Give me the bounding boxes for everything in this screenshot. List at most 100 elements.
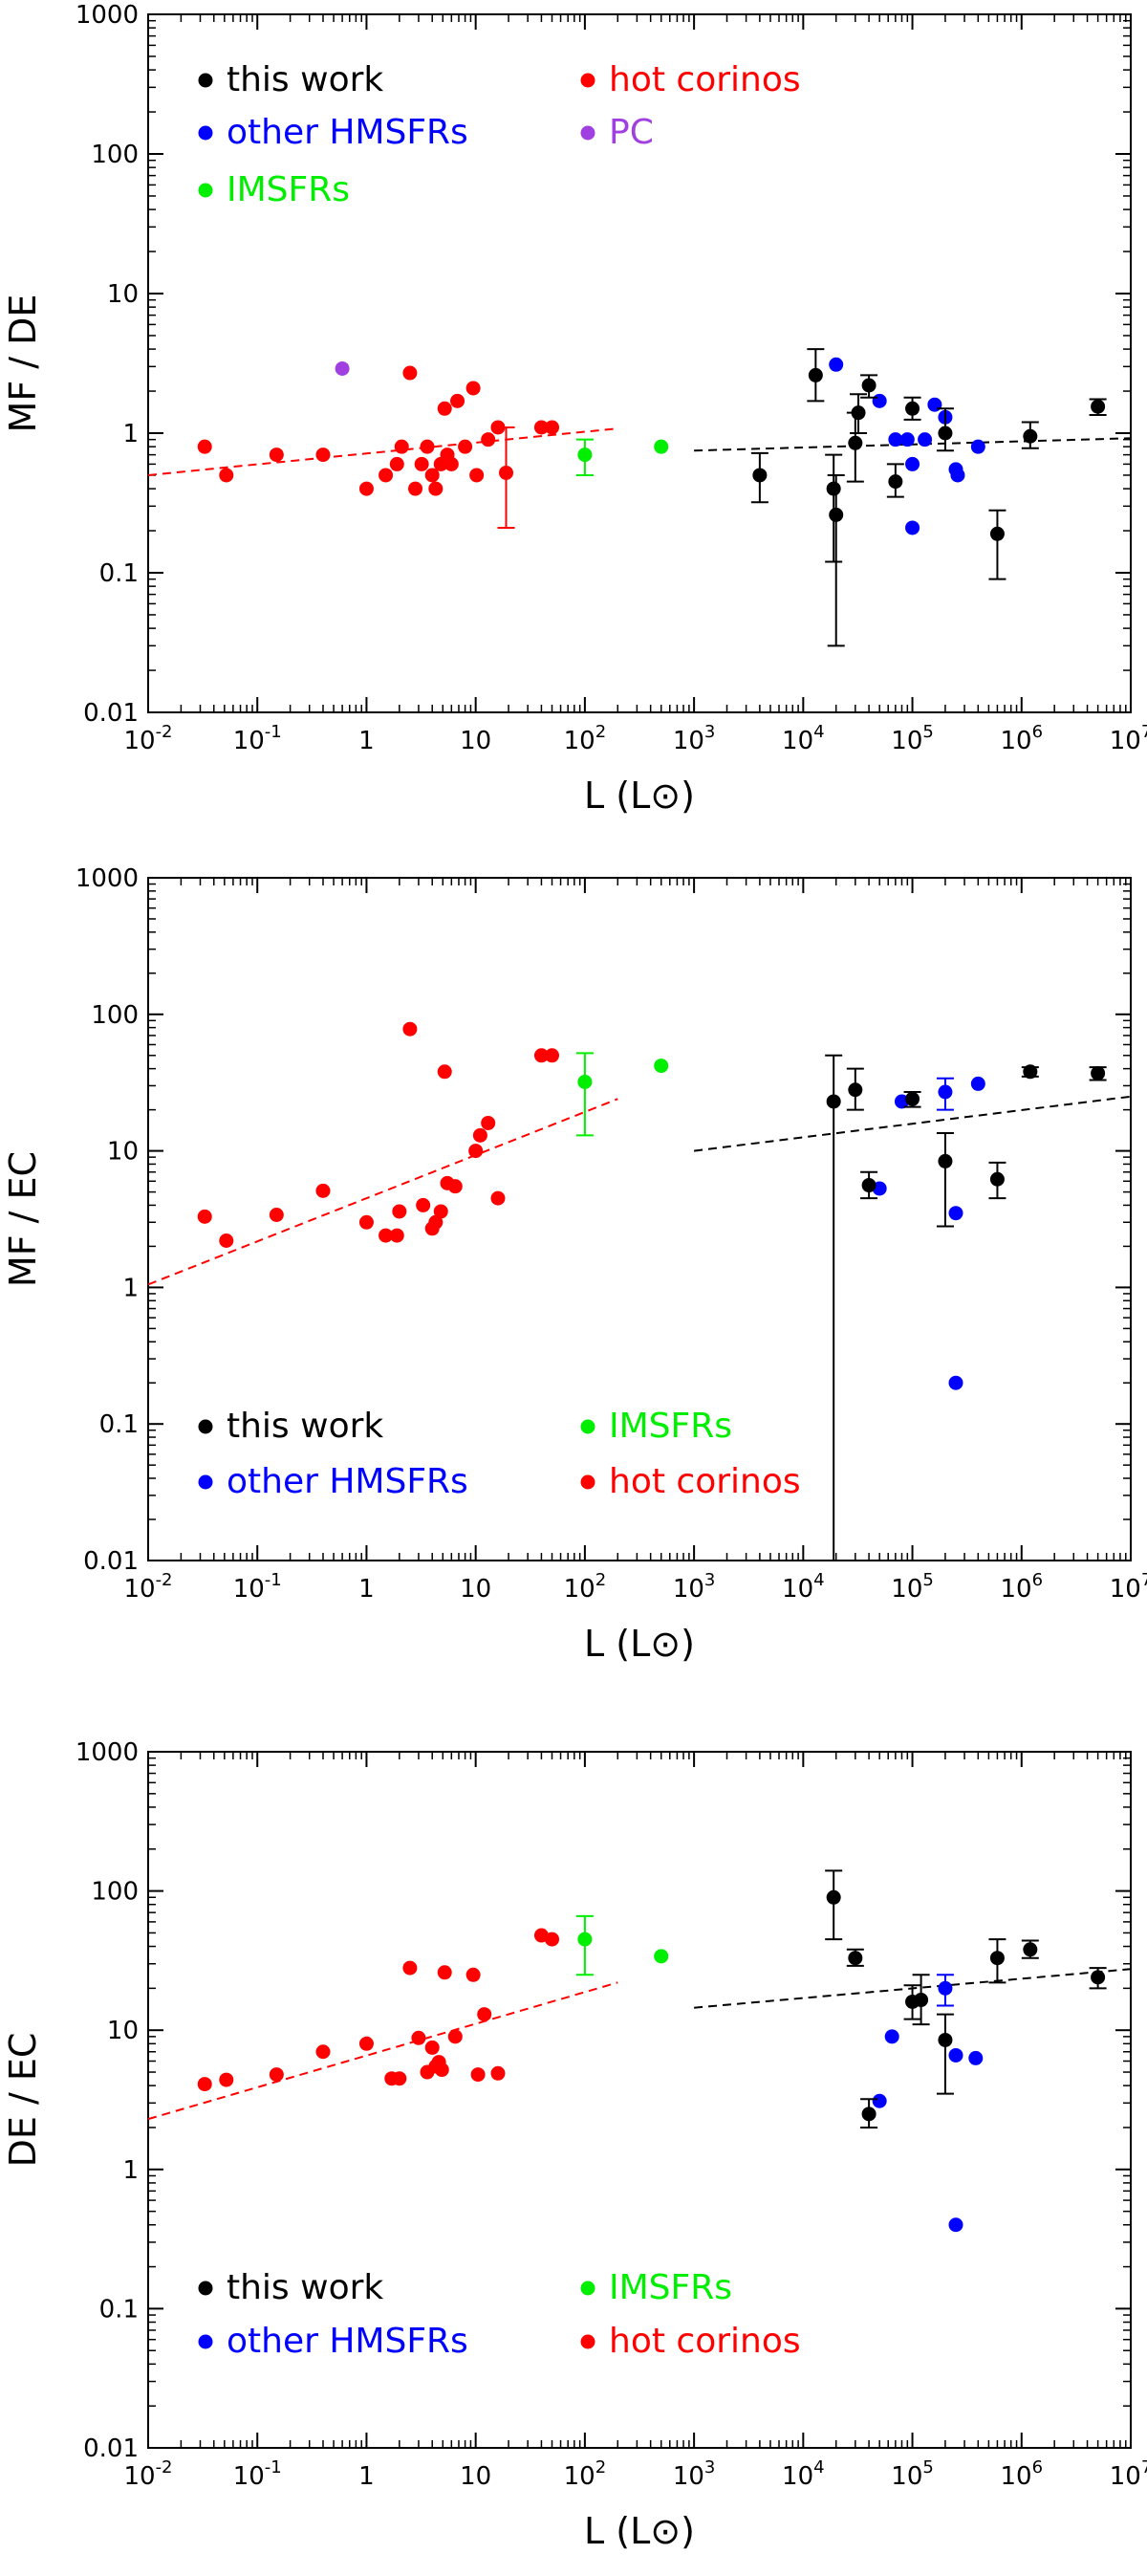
data-point-this-work: [1091, 399, 1106, 414]
y-tick-label: 1000: [76, 1738, 139, 1767]
fit-line: [147, 427, 618, 476]
data-point-this-work: [914, 1993, 929, 2008]
data-point-this-work: [989, 1951, 1005, 1966]
data-point-hot-corinos: [533, 1048, 549, 1063]
x-tick-exponent: 3: [704, 2457, 715, 2478]
x-tick-label: 102: [564, 1570, 607, 1604]
data-point-this-work: [829, 507, 844, 522]
data-point-hot-corinos: [458, 439, 473, 454]
y-tick-label: 1: [122, 420, 139, 448]
x-tick-mantissa: 10: [1001, 2462, 1032, 2491]
x-tick-label: 106: [1001, 1570, 1044, 1604]
x-tick-exponent: -2: [156, 2457, 173, 2478]
legend-marker: [580, 1419, 595, 1434]
x-tick-mantissa: 10: [1110, 727, 1141, 755]
x-tick-exponent: 2: [595, 2457, 606, 2478]
x-tick-exponent: -1: [265, 1570, 282, 1590]
data-point-hot-corinos: [437, 1965, 452, 1980]
legend-label: hot corinos: [609, 60, 801, 99]
data-point-hot-corinos: [447, 1179, 463, 1194]
legend-label: other HMSFRs: [227, 2322, 468, 2361]
data-point-hot-corinos: [499, 465, 514, 480]
x-tick-label: 104: [782, 722, 825, 755]
x-tick-label: 103: [673, 2457, 716, 2491]
x-tick-mantissa: 10: [1110, 1575, 1141, 1604]
legend-marker: [580, 1474, 595, 1490]
legend-label: hot corinos: [609, 2322, 801, 2361]
data-point-hot-corinos: [437, 1064, 452, 1080]
x-tick-label: 104: [782, 2457, 825, 2491]
x-tick-exponent: -1: [265, 2457, 282, 2478]
data-point-hot-corinos: [389, 1228, 404, 1243]
data-point-hot-corinos: [269, 2067, 284, 2083]
data-point-hot-corinos: [450, 393, 465, 408]
legend-marker: [580, 2281, 595, 2296]
x-tick-label: 103: [673, 1570, 716, 1604]
data-point-hot-corinos: [416, 1197, 431, 1212]
x-tick-mantissa: 10: [460, 727, 491, 755]
data-point-other-hmsfrs: [899, 432, 915, 448]
x-tick-exponent: 4: [813, 722, 824, 742]
data-point-this-work: [1023, 1942, 1038, 1957]
x-tick-exponent: 4: [813, 1570, 824, 1590]
data-point-hot-corinos: [197, 1209, 212, 1224]
data-point-hot-corinos: [269, 1208, 284, 1223]
x-tick-label: 10-1: [233, 2457, 282, 2491]
data-point-imsfrs: [577, 448, 593, 463]
fit-line: [147, 1098, 618, 1286]
data-point-hot-corinos: [545, 420, 560, 435]
chart-panel-2: 10-2 10-1 1 10 102 103 104 105 106 1070.010.11101…: [2, 864, 1147, 1665]
data-point-hot-corinos: [465, 1967, 481, 1982]
data-point-other-hmsfrs: [918, 432, 933, 448]
x-tick-mantissa: 10: [233, 727, 265, 755]
y-tick-label: 1: [122, 2156, 139, 2185]
data-point-this-work: [938, 426, 953, 441]
x-tick-exponent: -1: [265, 722, 282, 742]
legend-label: this work: [227, 1407, 383, 1446]
x-tick-exponent: 3: [704, 1570, 715, 1590]
y-tick-label: 1000: [76, 1, 139, 30]
data-point-other-hmsfrs: [927, 397, 942, 412]
legend-label: IMSFRs: [227, 170, 350, 209]
x-tick-exponent: 2: [595, 1570, 606, 1590]
y-tick-label: 0.1: [99, 1410, 139, 1439]
y-axis-title: MF / DE: [2, 295, 44, 433]
y-axis-title: MF / EC: [2, 1151, 44, 1287]
y-tick-label: 0.01: [83, 699, 139, 728]
data-point-this-work: [905, 401, 920, 416]
x-tick-label: 105: [891, 2457, 934, 2491]
x-tick-exponent: 4: [813, 2457, 824, 2478]
x-tick-mantissa: 10: [460, 1575, 491, 1604]
x-tick-label: 10-2: [123, 1570, 172, 1604]
legend-label: PC: [609, 113, 654, 152]
data-point-hot-corinos: [424, 2040, 440, 2055]
x-tick-mantissa: 10: [782, 1575, 813, 1604]
data-point-hot-corinos: [428, 481, 444, 496]
data-point-hot-corinos: [402, 1960, 418, 1976]
data-point-other-hmsfrs: [948, 2217, 963, 2233]
data-point-hot-corinos: [424, 468, 440, 483]
data-point-other-hmsfrs: [948, 2047, 963, 2063]
chart-panel-1: 10-2 10-1 1 10 102 103 104 105 106 1070.010.11101…: [2, 1, 1147, 817]
x-tick-exponent: 7: [1141, 2457, 1147, 2478]
chart-panel-3: 10-2 10-1 1 10 102 103 104 105 106 1070.010.11101…: [2, 1738, 1147, 2552]
data-point-hot-corinos: [428, 1214, 444, 1230]
legend-marker: [198, 73, 213, 88]
legend-marker: [198, 1419, 213, 1434]
data-point-hot-corinos: [411, 2030, 426, 2045]
x-axis-title: L (L⊙): [584, 2510, 695, 2552]
data-point-imsfrs: [577, 1932, 593, 1947]
data-point-other-hmsfrs: [905, 456, 920, 471]
y-tick-label: 10: [107, 280, 139, 309]
legend-marker: [198, 183, 213, 198]
plot-frame: [147, 1751, 1132, 2449]
data-point-hot-corinos: [437, 401, 452, 416]
data-point-this-work: [848, 435, 863, 450]
y-tick-label: 100: [91, 141, 139, 169]
data-point-this-work: [861, 1178, 876, 1193]
data-point-this-work: [938, 2032, 953, 2047]
legend-marker: [580, 125, 595, 141]
legend-marker: [580, 2334, 595, 2349]
x-tick-label: 10: [460, 727, 491, 755]
x-tick-label: 10: [460, 1575, 491, 1604]
